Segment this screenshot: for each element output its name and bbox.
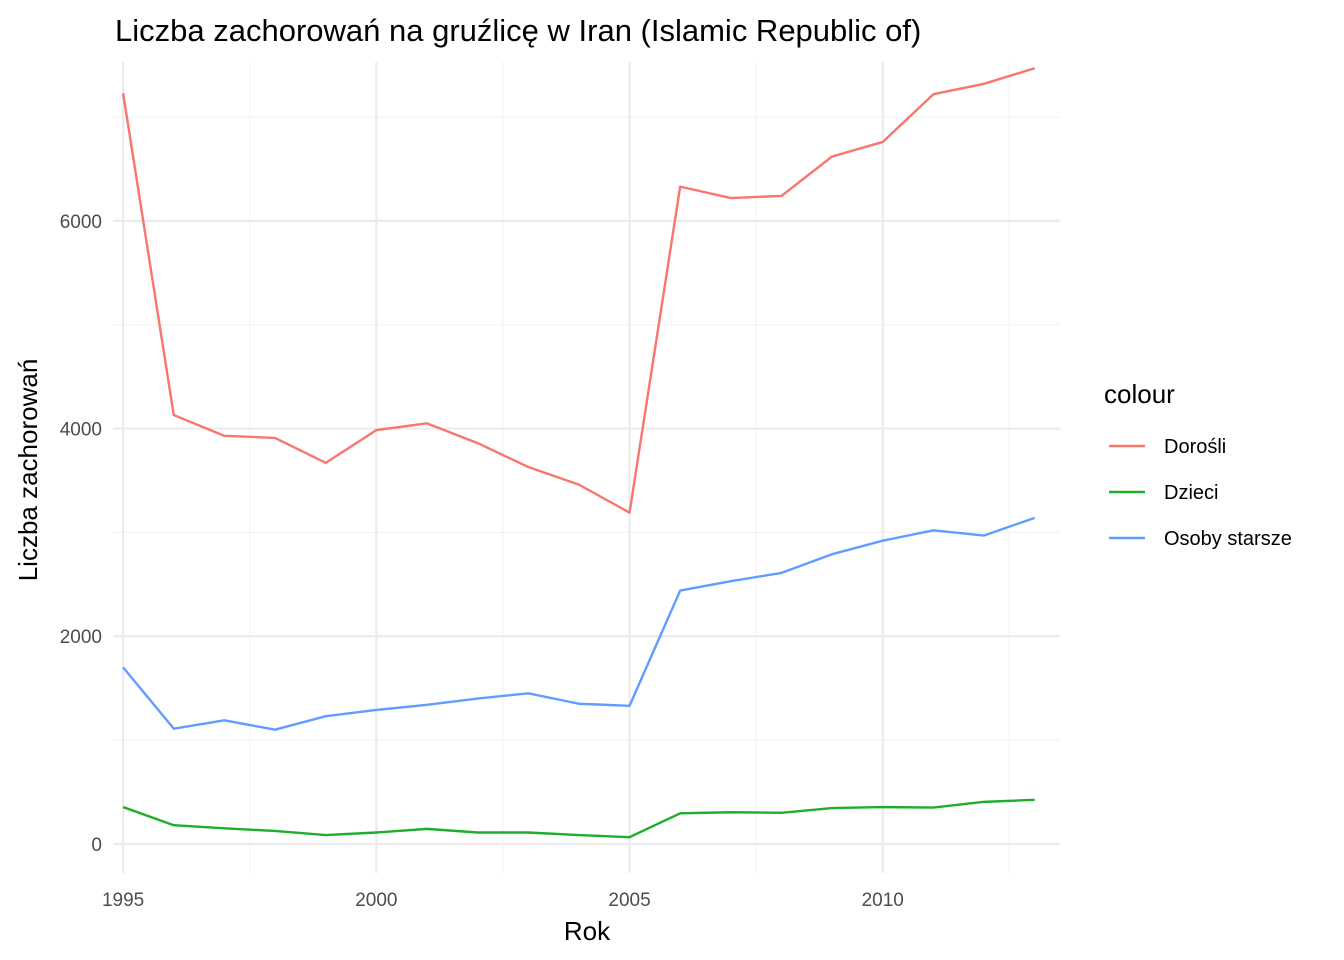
x-tick-labels: 1995 2000 2005 2010 [102, 890, 904, 911]
y-tick-labels: 0 2000 4000 6000 [60, 212, 102, 856]
series-line [122, 516, 1036, 731]
series-line [122, 798, 1035, 839]
legend-label: Dorośli [1164, 436, 1226, 458]
legend-items: Dorośli Dzieci Osoby starsze [1109, 436, 1292, 550]
y-tick-label: 4000 [60, 420, 102, 441]
y-tick-label: 0 [91, 835, 102, 856]
x-axis-title: Rok [564, 916, 611, 946]
y-axis-title: Liczba zachorowań [13, 359, 43, 582]
grid-major [113, 62, 1060, 873]
legend-label: Dzieci [1164, 482, 1218, 504]
x-tick-label: 2005 [608, 890, 650, 911]
series-line [121, 67, 1036, 514]
legend-label: Osoby starsze [1164, 528, 1292, 550]
grid-minor [113, 62, 1060, 873]
legend: colour Dorośli Dzieci Osoby starsze [1104, 379, 1292, 550]
series-layer [121, 67, 1036, 839]
x-tick-label: 2010 [862, 890, 904, 911]
chart-title: Liczba zachorowań na gruźlicę w Iran (Is… [115, 13, 921, 48]
legend-title: colour [1104, 379, 1175, 409]
y-tick-label: 2000 [60, 627, 102, 648]
x-tick-label: 1995 [102, 890, 144, 911]
y-tick-label: 6000 [60, 212, 102, 233]
x-tick-label: 2000 [355, 890, 397, 911]
